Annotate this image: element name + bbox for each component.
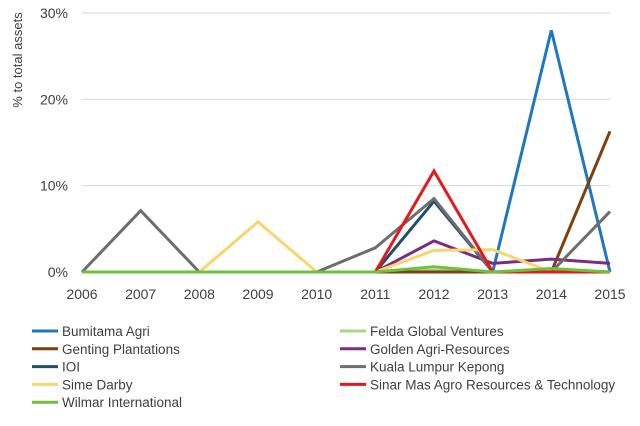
legend-label: Bumitama Agri <box>62 324 150 339</box>
y-tick-label: 20% <box>40 91 68 107</box>
y-tick-label: 0% <box>48 264 68 280</box>
series-line <box>82 130 612 274</box>
series-line <box>82 265 611 274</box>
series-line <box>82 219 610 274</box>
x-tick-label: 2007 <box>125 286 156 302</box>
x-axis-ticks: 2006 2007 2008 2009 2010 2011 2012 2013 2014 2015 <box>66 286 625 302</box>
y-tick-label: 10% <box>40 178 68 194</box>
x-tick-label: 2014 <box>536 286 567 302</box>
y-tick-label: 30% <box>40 5 68 21</box>
legend-label: IOI <box>62 360 80 375</box>
legend: Bumitama Agri Felda Global Ventures Gentin… <box>32 324 615 410</box>
x-tick-label: 2010 <box>301 286 332 302</box>
legend-label: Sime Darby <box>62 377 133 392</box>
x-tick-label: 2015 <box>594 286 625 302</box>
x-tick-label: 2012 <box>418 286 449 302</box>
legend-label: Sinar Mas Agro Resources & Technology <box>370 377 615 392</box>
series-line <box>82 29 612 274</box>
legend-label: Wilmar International <box>62 395 182 410</box>
x-tick-label: 2006 <box>66 286 97 302</box>
legend-label: Kuala Lumpur Kepong <box>370 360 504 375</box>
series-line <box>82 239 611 274</box>
legend-label: Genting Plantations <box>62 342 180 357</box>
y-axis-ticks: 0% 10% 20% 30% <box>40 5 68 280</box>
series-lines <box>80 29 612 274</box>
x-tick-label: 2009 <box>242 286 273 302</box>
x-tick-label: 2008 <box>184 286 215 302</box>
y-axis-title: % to total assets <box>10 12 25 108</box>
x-tick-label: 2011 <box>360 286 390 302</box>
legend-label: Felda Global Ventures <box>370 324 504 339</box>
legend-label: Golden Agri-Resources <box>370 342 510 357</box>
x-tick-label: 2013 <box>477 286 508 302</box>
